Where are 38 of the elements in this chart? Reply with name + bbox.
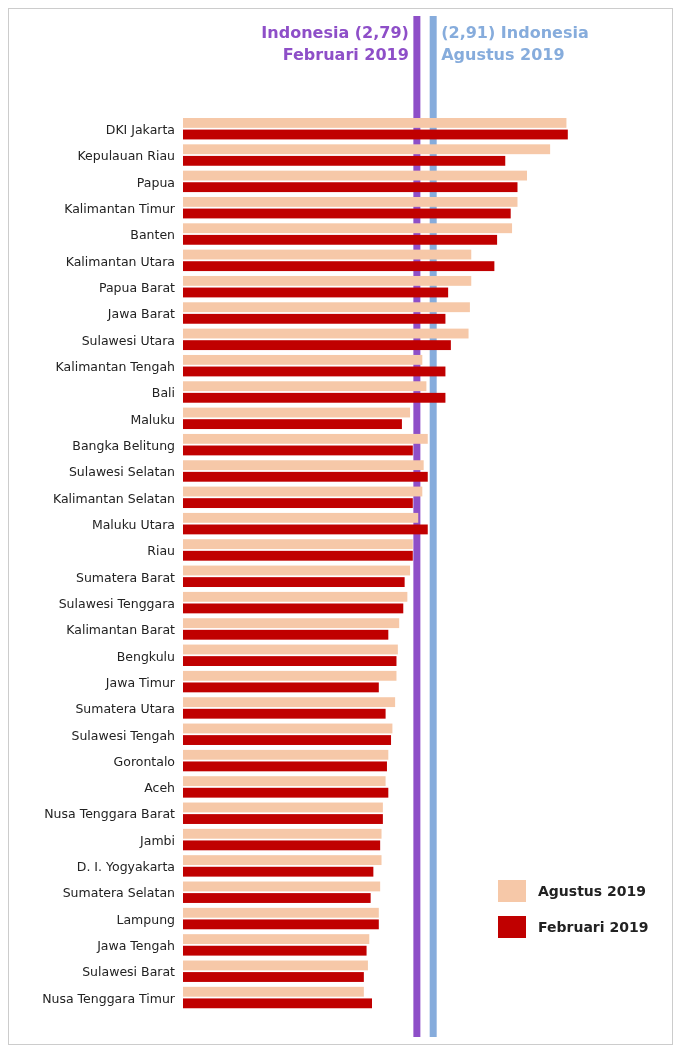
y-tick-label: Kalimantan Selatan (52, 490, 175, 506)
y-tick-label: Bangka Belitung (72, 437, 175, 453)
y-tick-label: Nusa Tenggara Barat (44, 806, 176, 822)
y-tick-label: Jawa Tengah (96, 938, 175, 954)
y-tick-label: D. I. Yogyakarta (76, 859, 175, 875)
y-tick-label: Aceh (144, 780, 175, 796)
y-tick-label: Kalimantan Timur (64, 200, 176, 216)
y-tick-label: Kalimantan Tengah (55, 358, 175, 374)
y-tick-label: Kalimantan Utara (65, 253, 175, 269)
y-tick-label: Sumatera Selatan (62, 885, 175, 901)
y-tick-label: Sulawesi Tengah (71, 727, 175, 743)
y-tick-label: Maluku (130, 411, 175, 427)
y-tick-label: Lampung (116, 911, 175, 927)
y-tick-label: Sulawesi Selatan (68, 464, 175, 480)
ref-line-label: (2,91) Indonesia Agustus 2019 (441, 23, 589, 64)
y-tick-label: Papua (136, 174, 175, 190)
y-tick-label: Kepulauan Riau (77, 148, 175, 164)
y-tick-label: Sulawesi Barat (82, 964, 176, 980)
y-tick-label: Kalimantan Barat (66, 622, 176, 638)
y-tick-label: Papua Barat (98, 279, 176, 295)
y-tick-label: Bali (151, 385, 175, 401)
y-tick-label: Nusa Tenggara Timur (42, 990, 176, 1006)
y-tick-label: Jawa Barat (106, 306, 176, 322)
ref-line-label: Indonesia (2,79) Februari 2019 (261, 23, 409, 64)
legend-label: Februari 2019 (538, 918, 649, 935)
y-tick-label: Sulawesi Utara (81, 332, 175, 348)
y-tick-label: Sumatera Barat (76, 569, 176, 585)
y-tick-label: Jawa Timur (104, 674, 176, 690)
y-tick-label: Bengkulu (116, 648, 175, 664)
y-tick-label: Maluku Utara (91, 516, 175, 532)
y-tick-label: DKI Jakarta (105, 121, 175, 137)
y-tick-label: Banten (130, 227, 175, 243)
y-tick-label: Riau (147, 543, 175, 559)
legend-label: Agustus 2019 (538, 882, 646, 899)
y-tick-label: Jambi (139, 832, 175, 848)
y-tick-label: Sumatera Utara (75, 701, 175, 717)
y-tick-label: Sulawesi Tenggara (58, 595, 175, 611)
y-tick-label: Gorontalo (113, 753, 175, 769)
